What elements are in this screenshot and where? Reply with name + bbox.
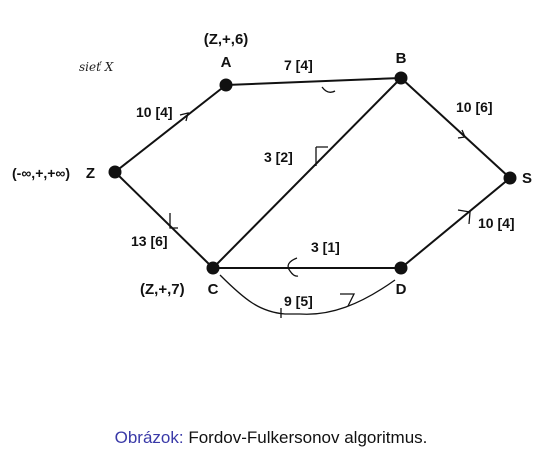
node-A — [219, 78, 233, 92]
network-label: sieť X — [79, 60, 114, 74]
arrow-A-B-icon — [321, 86, 336, 93]
node-label-A: A — [221, 54, 232, 71]
edge-label-B-S: 10 [6] — [456, 99, 493, 115]
node-B — [394, 71, 408, 85]
arrow-D-C-icon — [287, 257, 299, 277]
node-label-Z: Z — [86, 165, 95, 182]
arrow-B-S-icon — [457, 129, 466, 139]
edge-label-A-B: 7 [4] — [284, 57, 313, 73]
edge-Z-C — [114, 171, 214, 269]
edge-label-C-B: 3 [2] — [264, 149, 293, 165]
node-label-S: S — [522, 170, 532, 187]
edge-C-B — [212, 77, 402, 269]
node-tag-Z: (-∞,+,+∞) — [12, 165, 70, 181]
figure-caption: Obrázok: Fordov-Fulkersonov algoritmus. — [0, 428, 542, 448]
caption-prefix: Obrázok: — [114, 428, 184, 447]
arrow-C-B-icon — [315, 146, 328, 166]
node-tag-C: (Z,+,7) — [140, 281, 185, 298]
arrow-Z-A-icon — [179, 112, 189, 122]
node-D — [394, 261, 408, 275]
caption-text: Fordov-Fulkersonov algoritmus. — [188, 428, 428, 447]
edge-B-S — [400, 77, 511, 179]
edge-label-C-D: 9 [5] — [284, 293, 313, 309]
arrow-C-D-curved-icon — [340, 293, 356, 307]
nodes — [108, 71, 517, 275]
arrow-D-S-icon — [457, 209, 471, 225]
node-Z — [108, 165, 122, 179]
node-tag-A: (Z,+,6) — [204, 31, 249, 48]
edge-label-Z-C: 13 [6] — [131, 233, 168, 249]
edge-D-S — [400, 177, 511, 269]
edges — [114, 77, 511, 315]
edge-A-B — [225, 77, 402, 86]
edge-Z-A — [114, 84, 227, 173]
node-S — [503, 171, 517, 185]
node-label-D: D — [396, 281, 407, 298]
edge-label-Z-A: 10 [4] — [136, 104, 173, 120]
edge-label-D-C: 3 [1] — [311, 239, 340, 255]
edge-C-D-curved — [219, 274, 396, 315]
arrow-Z-C-icon — [169, 213, 178, 229]
node-label-B: B — [396, 50, 407, 67]
direction-arrows — [169, 86, 471, 318]
edge-label-D-S: 10 [4] — [478, 215, 515, 231]
node-label-C: C — [208, 281, 219, 298]
node-C — [206, 261, 220, 275]
